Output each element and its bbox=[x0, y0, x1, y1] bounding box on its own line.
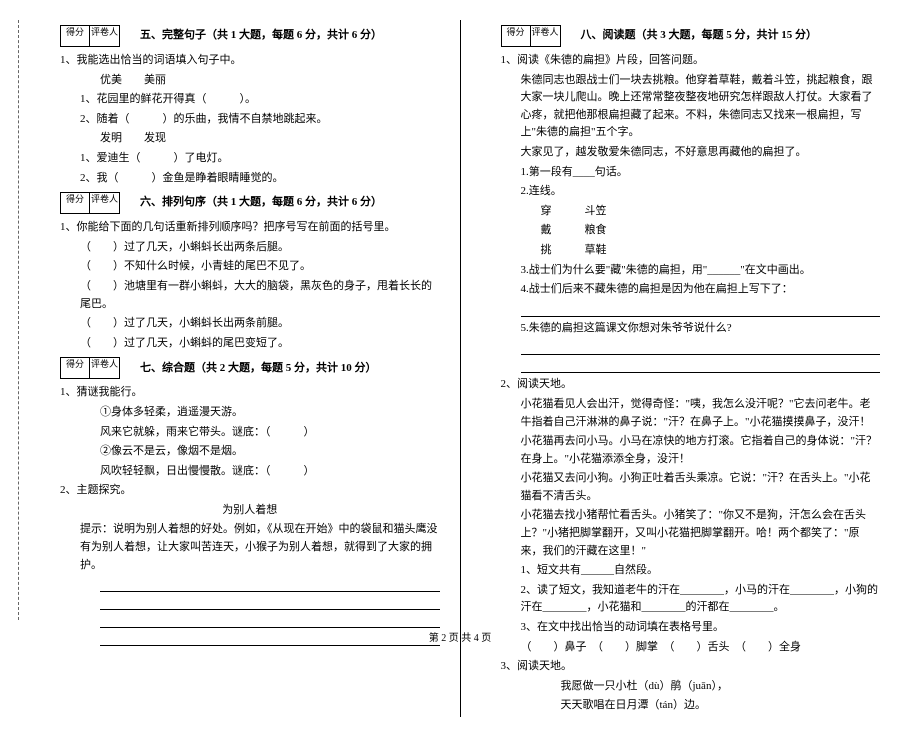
grader-label: 评卷人 bbox=[531, 25, 561, 47]
s7-q1: 1、猜谜我能行。 bbox=[60, 384, 440, 402]
s8-c1: 穿 斗笠 bbox=[501, 203, 881, 221]
section-6-header: 得分 评卷人 六、排列句序（共 1 大题，每题 6 分，共计 6 分） bbox=[60, 192, 440, 214]
s5-l2: 2、随着（ ）的乐曲，我情不自禁地跳起来。 bbox=[60, 111, 440, 129]
s8-b1: 1、短文共有______自然段。 bbox=[501, 562, 881, 580]
s5-pair1: 优美 美丽 bbox=[60, 72, 440, 90]
section-6-title: 六、排列句序（共 1 大题，每题 6 分，共计 6 分） bbox=[140, 194, 382, 212]
s8-q2: 2、阅读天地。 bbox=[501, 376, 881, 394]
s8-p1: 朱德同志也跟战士们一块去挑粮。他穿着草鞋，戴着斗笠，挑起粮食，跟大家一块儿爬山。… bbox=[501, 72, 881, 142]
answer-line bbox=[521, 358, 881, 373]
section-5-header: 得分 评卷人 五、完整句子（共 1 大题，每题 6 分，共计 6 分） bbox=[60, 25, 440, 47]
answer-line bbox=[521, 340, 881, 355]
s5-l4: 2、我（ ）金鱼是睁着眼睛睡觉的。 bbox=[60, 170, 440, 188]
s8-a4: 4.战士们后来不藏朱德的扁担是因为他在扁担上写下了： bbox=[501, 281, 881, 299]
s6-l4: （ ）过了几天，小蝌蚪长出两条前腿。 bbox=[60, 315, 440, 333]
s8-a5: 5.朱德的扁担这篇课文你想对朱爷爷说什么? bbox=[501, 320, 881, 338]
section-8-title: 八、阅读题（共 3 大题，每题 5 分，共计 15 分） bbox=[581, 27, 818, 45]
s8-a3: 3.战士们为什么要"藏"朱德的扁担，用"______"在文中画出。 bbox=[501, 262, 881, 280]
s6-l5: （ ）过了几天，小蝌蚪的尾巴变短了。 bbox=[60, 335, 440, 353]
score-label: 得分 bbox=[60, 192, 90, 214]
s8-a2: 2.连线。 bbox=[501, 183, 881, 201]
section-8-header: 得分 评卷人 八、阅读题（共 3 大题，每题 5 分，共计 15 分） bbox=[501, 25, 881, 47]
s6-l2: （ ）不知什么时候，小青蛙的尾巴不见了。 bbox=[60, 258, 440, 276]
s8-c3: 挑 草鞋 bbox=[501, 242, 881, 260]
s8-b2: 2、读了短文，我知道老牛的汗在________，小马的汗在________，小狗… bbox=[501, 582, 881, 617]
grader-label: 评卷人 bbox=[90, 25, 120, 47]
s7-sub: 为别人着想 bbox=[60, 502, 440, 520]
score-label: 得分 bbox=[60, 25, 90, 47]
score-label: 得分 bbox=[60, 357, 90, 379]
s5-q1: 1、我能选出恰当的词语填入句子中。 bbox=[60, 52, 440, 70]
answer-line bbox=[521, 302, 881, 317]
s7-r2: 风来它就躲，雨来它带头。谜底：（ ） bbox=[60, 424, 440, 442]
s5-pair2: 发明 发现 bbox=[60, 130, 440, 148]
grader-label: 评卷人 bbox=[90, 357, 120, 379]
s6-l3: （ ）池塘里有一群小蝌蚪，大大的脑袋，黑灰色的身子，甩着长长的尾巴。 bbox=[60, 278, 440, 313]
s8-q1: 1、阅读《朱德的扁担》片段，回答问题。 bbox=[501, 52, 881, 70]
right-column: 得分 评卷人 八、阅读题（共 3 大题，每题 5 分，共计 15 分） 1、阅读… bbox=[501, 20, 881, 717]
s5-l1: 1、花园里的鲜花开得真（ ）。 bbox=[60, 91, 440, 109]
score-label: 得分 bbox=[501, 25, 531, 47]
s8-p8: 天天歌唱在日月潭（tán）边。 bbox=[501, 697, 881, 715]
s5-l3: 1、爱迪生（ ）了电灯。 bbox=[60, 150, 440, 168]
s8-p3: 小花猫看见人会出汗，觉得奇怪："咦，我怎么没汗呢？"它去问老牛。老牛指着自己汗淋… bbox=[501, 396, 881, 431]
s8-p6: 小花猫去找小猪帮忙看舌头。小猪笑了："你又不是狗，汗怎么会在舌头上？"小猪把脚掌… bbox=[501, 507, 881, 560]
s6-q1: 1、你能给下面的几句话重新排列顺序吗？把序号写在前面的括号里。 bbox=[60, 219, 440, 237]
section-7-title: 七、综合题（共 2 大题，每题 5 分，共计 10 分） bbox=[140, 360, 377, 378]
s8-c2: 戴 粮食 bbox=[501, 222, 881, 240]
s6-l1: （ ）过了几天，小蝌蚪长出两条后腿。 bbox=[60, 239, 440, 257]
s7-r4: 风吹轻轻飘，日出慢慢散。谜底：（ ） bbox=[60, 463, 440, 481]
section-7-header: 得分 评卷人 七、综合题（共 2 大题，每题 5 分，共计 10 分） bbox=[60, 357, 440, 379]
grader-label: 评卷人 bbox=[90, 192, 120, 214]
s7-r1: ①身体多轻柔，逍遥漫天游。 bbox=[60, 404, 440, 422]
section-5-title: 五、完整句子（共 1 大题，每题 6 分，共计 6 分） bbox=[140, 27, 382, 45]
s8-a1: 1.第一段有____句话。 bbox=[501, 164, 881, 182]
s7-tip: 提示：说明为别人着想的好处。例如，《从现在开始》中的袋鼠和猫头鹰没有为别人着想，… bbox=[60, 521, 440, 574]
page-footer: 第 2 页 共 4 页 bbox=[0, 629, 920, 644]
s7-r3: ②像云不是云，像烟不是烟。 bbox=[60, 443, 440, 461]
answer-line bbox=[100, 577, 440, 592]
s8-q3: 3、阅读天地。 bbox=[501, 658, 881, 676]
answer-line bbox=[100, 613, 440, 628]
s8-p2: 大家见了，越发敬爱朱德同志，不好意思再藏他的扁担了。 bbox=[501, 144, 881, 162]
answer-line bbox=[100, 595, 440, 610]
s8-p7: 我愿做一只小杜（dù）鹃（juān）， bbox=[501, 678, 881, 696]
left-column: 得分 评卷人 五、完整句子（共 1 大题，每题 6 分，共计 6 分） 1、我能… bbox=[60, 20, 461, 717]
s8-p4: 小花猫再去问小马。小马在凉快的地方打滚。它指着自己的身体说："汗？在身上。"小花… bbox=[501, 433, 881, 468]
s8-p5: 小花猫又去问小狗。小狗正吐着舌头乘凉。它说："汗？在舌头上。"小花猫看不清舌头。 bbox=[501, 470, 881, 505]
s7-q2: 2、主题探究。 bbox=[60, 482, 440, 500]
